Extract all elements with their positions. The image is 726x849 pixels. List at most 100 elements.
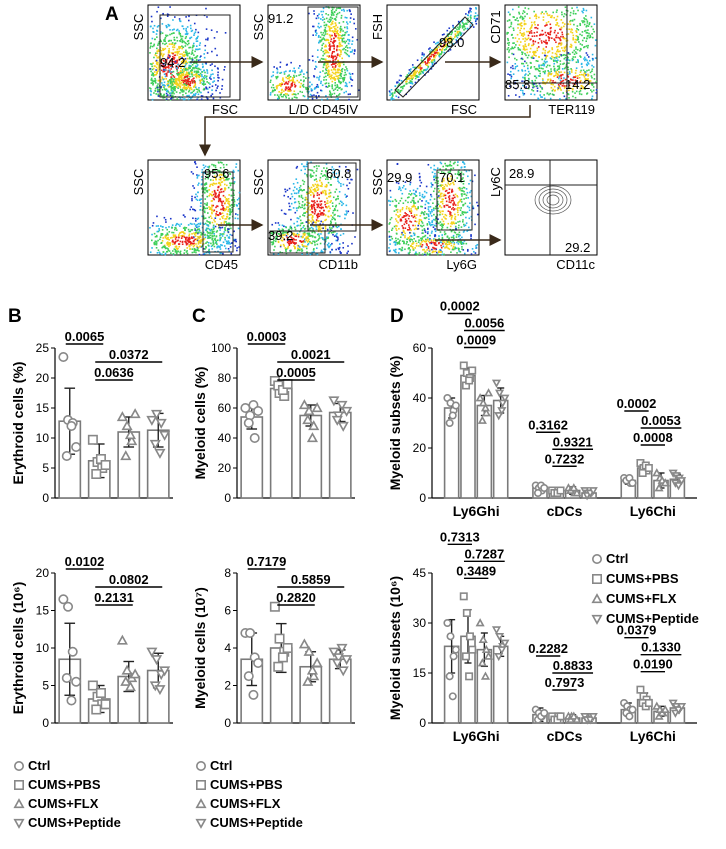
flow-event-dot	[229, 210, 231, 212]
flow-event-dot	[557, 88, 559, 91]
flow-event-dot	[209, 234, 211, 237]
flow-event-dot	[197, 231, 200, 234]
flow-event-dot	[457, 34, 459, 36]
flow-event-dot	[325, 17, 328, 20]
flow-event-dot	[320, 31, 322, 34]
flow-event-dot	[461, 195, 463, 197]
flow-event-dot	[542, 33, 545, 36]
flow-event-dot	[344, 31, 347, 34]
flow-event-dot	[163, 40, 166, 42]
flow-event-dot	[319, 204, 322, 206]
flow-event-dot	[280, 244, 282, 247]
flow-event-dot	[297, 217, 300, 220]
flow-event-dot	[230, 227, 232, 230]
flow-event-dot	[506, 33, 508, 35]
flow-event-dot	[206, 241, 208, 243]
flow-event-dot	[199, 72, 202, 75]
flow-event-dot	[161, 95, 163, 97]
flow-event-dot	[396, 81, 398, 84]
flow-event-dot	[515, 19, 517, 21]
flow-event-dot	[559, 98, 561, 100]
flow-event-dot	[178, 18, 181, 20]
flow-event-dot	[556, 9, 558, 11]
flow-event-dot	[390, 92, 393, 95]
flow-event-dot	[333, 47, 335, 50]
flow-event-dot	[339, 81, 341, 84]
flow-event-dot	[300, 240, 303, 243]
flow-event-dot	[301, 70, 303, 73]
flow-event-dot	[181, 91, 183, 93]
flow-event-dot	[237, 217, 239, 220]
flow-event-dot	[222, 214, 225, 217]
flow-event-dot	[338, 11, 341, 14]
flow-event-dot	[586, 78, 588, 81]
flow-event-dot	[512, 8, 514, 11]
flow-event-dot	[434, 42, 437, 45]
flow-event-dot	[171, 74, 173, 76]
flow-event-dot	[160, 65, 163, 67]
flow-event-dot	[313, 166, 316, 168]
flow-event-dot	[294, 228, 297, 231]
flow-event-dot	[343, 10, 345, 12]
flow-event-dot	[188, 230, 191, 233]
flow-event-dot	[322, 54, 324, 57]
flow-event-dot	[172, 95, 174, 97]
flow-event-dot	[197, 59, 200, 62]
flow-event-dot	[332, 59, 335, 62]
flow-event-dot	[179, 240, 182, 243]
flow-event-dot	[470, 235, 472, 238]
flow-event-dot	[417, 76, 420, 78]
flow-event-dot	[224, 227, 226, 229]
flow-event-dot	[192, 44, 195, 47]
flow-event-dot	[181, 41, 184, 44]
flow-event-dot	[521, 57, 523, 60]
flow-event-dot	[339, 65, 341, 67]
flow-event-dot	[345, 204, 348, 207]
flow-event-dot	[287, 195, 289, 198]
flow-event-dot	[171, 240, 174, 243]
flow-event-dot	[271, 233, 274, 236]
flow-event-dot	[302, 241, 305, 244]
flow-event-dot	[331, 218, 333, 221]
flow-event-dot	[304, 237, 307, 240]
flow-event-dot	[473, 17, 476, 20]
flow-event-dot	[211, 69, 213, 72]
flow-event-dot	[318, 34, 320, 37]
flow-event-dot	[444, 213, 447, 216]
flow-event-dot	[305, 165, 308, 168]
flow-event-dot	[590, 16, 593, 19]
flow-event-dot	[325, 82, 328, 84]
flow-event-dot	[291, 240, 294, 242]
flow-event-dot	[209, 183, 212, 186]
flow-event-dot	[208, 189, 210, 191]
flow-event-dot	[530, 21, 533, 24]
flow-event-dot	[166, 13, 169, 15]
flow-event-dot	[187, 79, 189, 82]
flow-event-dot	[414, 70, 417, 72]
flow-event-dot	[216, 246, 218, 249]
flow-event-dot	[557, 59, 559, 62]
flow-event-dot	[329, 45, 332, 48]
flow-event-dot	[196, 199, 199, 201]
flow-event-dot	[333, 76, 336, 79]
flow-event-dot	[563, 95, 566, 98]
flow-event-dot	[175, 29, 178, 32]
flow-event-dot	[588, 69, 590, 71]
flow-event-dot	[165, 238, 168, 240]
flow-event-dot	[463, 29, 465, 31]
flow-event-dot	[322, 42, 325, 45]
flow-event-dot	[176, 61, 179, 63]
flow-event-dot	[523, 80, 526, 83]
flow-event-dot	[163, 246, 165, 249]
flow-event-dot	[285, 231, 288, 234]
flow-event-dot	[530, 30, 533, 32]
flow-event-dot	[195, 48, 197, 51]
flow-event-dot	[173, 242, 176, 245]
flow-event-dot	[154, 235, 157, 238]
flow-event-dot	[335, 225, 337, 228]
flow-event-dot	[203, 252, 206, 255]
flow-event-dot	[514, 57, 516, 60]
flow-x-axis-label: TER119	[548, 102, 595, 117]
flow-event-dot	[288, 76, 291, 79]
flow-event-dot	[310, 175, 313, 177]
